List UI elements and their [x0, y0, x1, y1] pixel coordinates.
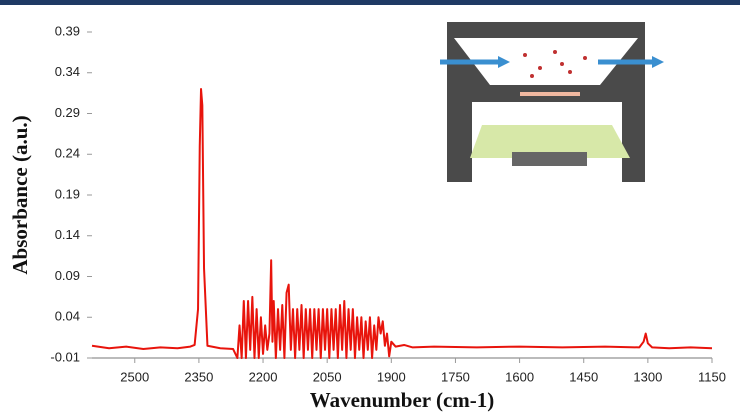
- y-tick-label: 0.24: [55, 146, 80, 161]
- y-tick-label: 0.09: [55, 268, 80, 283]
- y-tick-label: 0.34: [55, 64, 80, 79]
- y-tick-label: 0.14: [55, 227, 80, 242]
- x-tick-label: 1600: [505, 369, 534, 384]
- x-tick-label: 2200: [249, 369, 278, 384]
- x-axis-title: Wavenumber (cm-1): [310, 388, 495, 412]
- y-tick-label: 0.04: [55, 309, 80, 324]
- x-tick-label: 2500: [120, 369, 149, 384]
- x-tick-label: 1450: [569, 369, 598, 384]
- x-tick-label: 2050: [313, 369, 342, 384]
- inset-diagram: [440, 22, 664, 182]
- y-tick-label: -0.01: [50, 349, 80, 364]
- y-axis-title: Absorbance (a.u.): [8, 115, 32, 274]
- x-tick-label: 1150: [698, 369, 726, 384]
- x-tick-label: 2350: [184, 369, 213, 384]
- x-tick-label: 1900: [377, 369, 406, 384]
- y-tick-label: 0.19: [55, 186, 80, 201]
- x-tick-label: 1300: [633, 369, 662, 384]
- x-tick-label: 1750: [441, 369, 470, 384]
- spectrum-line: [91, 88, 713, 359]
- top-bar: [0, 0, 740, 5]
- y-tick-label: 0.29: [55, 105, 80, 120]
- y-tick-label: 0.39: [55, 23, 80, 38]
